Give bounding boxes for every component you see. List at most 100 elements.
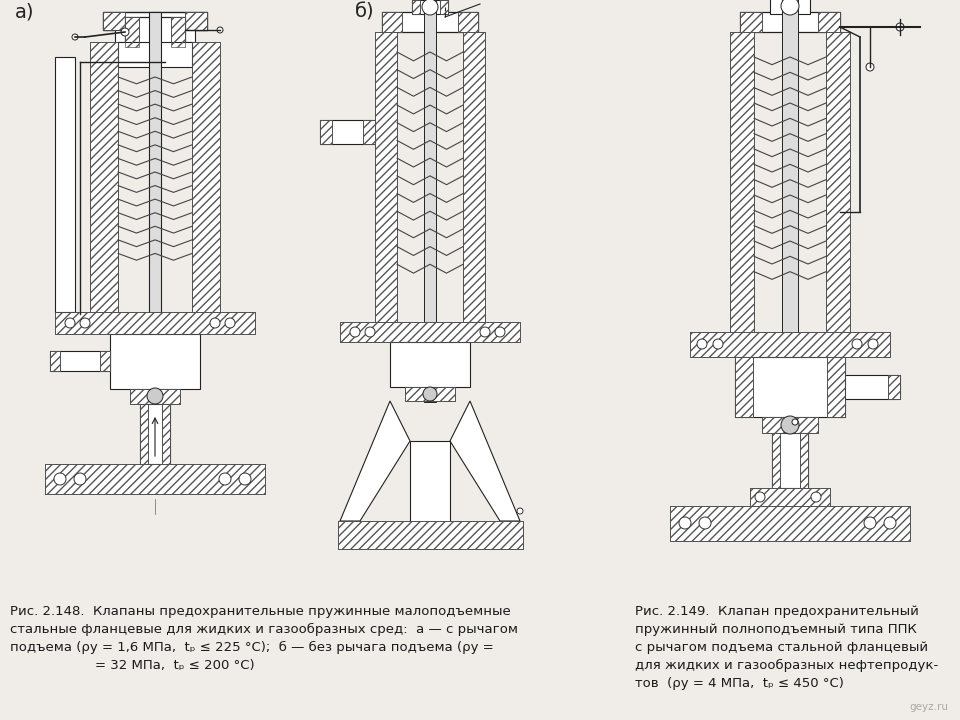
Bar — [382, 12, 478, 32]
Circle shape — [852, 339, 862, 349]
Bar — [818, 12, 840, 32]
Bar — [735, 357, 845, 417]
Bar — [185, 12, 207, 30]
Bar — [782, 0, 798, 410]
Circle shape — [80, 318, 90, 328]
Bar — [424, 0, 436, 402]
Bar — [100, 351, 110, 371]
Circle shape — [697, 339, 707, 349]
Circle shape — [72, 34, 78, 40]
Bar — [50, 351, 60, 371]
Bar — [463, 32, 485, 322]
Bar — [888, 375, 900, 399]
Bar — [115, 30, 195, 42]
Bar — [440, 0, 448, 14]
Bar — [100, 351, 110, 371]
Circle shape — [713, 339, 723, 349]
Bar — [162, 404, 170, 464]
Bar — [192, 42, 220, 312]
Polygon shape — [450, 401, 520, 521]
Circle shape — [896, 23, 904, 31]
Bar — [340, 322, 520, 342]
Bar — [149, 12, 161, 384]
Circle shape — [517, 508, 523, 514]
Circle shape — [365, 327, 375, 337]
Bar — [90, 42, 118, 312]
Bar — [740, 12, 762, 32]
Bar — [690, 332, 890, 357]
Bar — [55, 312, 255, 334]
Bar — [762, 417, 818, 433]
Bar — [405, 387, 455, 401]
Circle shape — [480, 327, 490, 337]
Bar — [412, 0, 448, 14]
Circle shape — [495, 327, 505, 337]
Bar — [888, 375, 900, 399]
Bar — [818, 12, 840, 32]
Polygon shape — [55, 57, 75, 312]
Bar — [382, 12, 402, 32]
Bar — [50, 351, 110, 371]
Circle shape — [210, 318, 220, 328]
Text: Рис. 2.149.  Клапан предохранительный
пружинный полноподъемный типа ППК
с рычаго: Рис. 2.149. Клапан предохранительный пру… — [635, 605, 938, 690]
Bar — [412, 0, 420, 14]
Bar — [730, 32, 754, 332]
Circle shape — [225, 318, 235, 328]
Bar — [320, 120, 332, 144]
Bar — [772, 433, 808, 488]
Bar — [125, 17, 139, 47]
Circle shape — [781, 0, 799, 15]
Bar — [192, 42, 220, 312]
Bar — [375, 32, 397, 322]
Bar — [171, 17, 185, 47]
Bar — [110, 334, 200, 389]
Bar — [103, 12, 207, 30]
Bar — [826, 32, 850, 332]
Bar — [670, 506, 910, 541]
Circle shape — [217, 27, 223, 33]
Circle shape — [699, 517, 711, 529]
Bar — [162, 404, 170, 464]
Bar — [375, 32, 397, 322]
Bar — [320, 120, 332, 144]
Bar — [735, 357, 753, 417]
Bar — [338, 521, 523, 549]
Bar — [800, 433, 808, 488]
Bar — [390, 342, 470, 387]
Bar — [363, 120, 375, 144]
Circle shape — [755, 492, 765, 502]
Circle shape — [884, 517, 896, 529]
Bar — [340, 322, 520, 342]
Bar — [363, 120, 375, 144]
Bar — [50, 351, 60, 371]
Circle shape — [121, 28, 129, 36]
Text: а): а) — [15, 2, 35, 21]
Bar — [103, 12, 125, 30]
Bar — [762, 417, 818, 433]
Bar — [171, 17, 185, 47]
Bar — [740, 12, 840, 32]
Circle shape — [781, 416, 799, 434]
Text: б): б) — [355, 2, 374, 21]
Bar — [410, 441, 450, 531]
Bar — [690, 332, 890, 357]
Bar — [140, 404, 148, 464]
Bar — [125, 17, 139, 47]
Bar — [140, 404, 148, 464]
Bar — [458, 12, 478, 32]
Circle shape — [811, 492, 821, 502]
Bar — [845, 375, 900, 399]
Bar — [458, 12, 478, 32]
Text: Рис. 2.148.  Клапаны предохранительные пружинные малоподъемные
стальные фланцевы: Рис. 2.148. Клапаны предохранительные пр… — [10, 605, 518, 672]
Bar — [103, 12, 125, 30]
Bar — [130, 389, 180, 404]
Bar — [772, 433, 780, 488]
Circle shape — [54, 473, 66, 485]
Bar — [750, 488, 830, 506]
Bar — [185, 12, 207, 30]
Circle shape — [422, 0, 438, 15]
Circle shape — [65, 318, 75, 328]
Bar — [45, 464, 265, 494]
Bar — [740, 12, 762, 32]
Bar — [130, 389, 180, 404]
